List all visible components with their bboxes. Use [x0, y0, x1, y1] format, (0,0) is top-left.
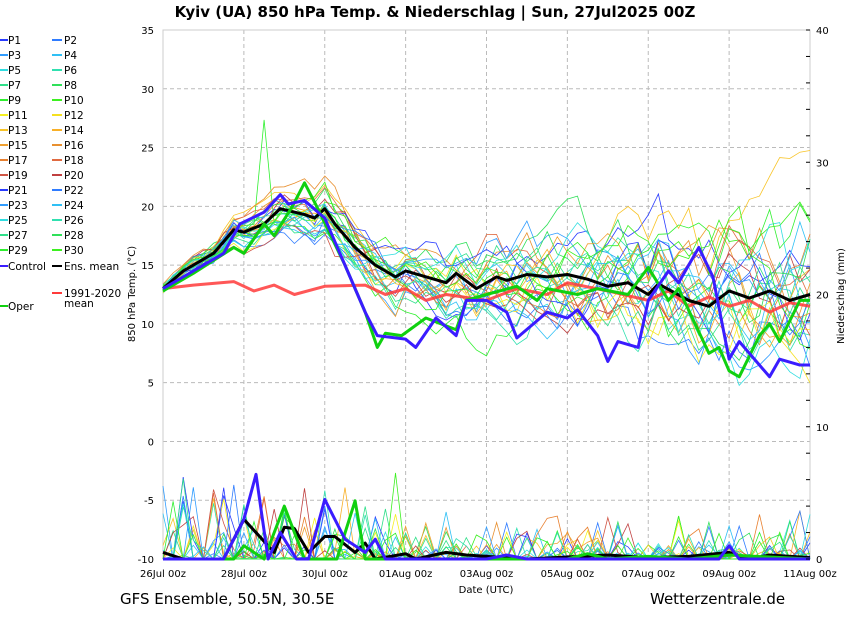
legend-label-p22: P22	[64, 185, 84, 197]
y-tick-label: 15	[141, 261, 154, 272]
legend-label-p17: P17	[8, 155, 28, 167]
legend-label-p14: P14	[64, 125, 84, 137]
y-tick-label-right: 20	[816, 291, 829, 302]
y-axis-label-right: Niederschlag (mm)	[836, 248, 847, 344]
x-tick-label: 07Aug 00z	[622, 569, 675, 580]
y-tick-label: 10	[141, 320, 154, 331]
legend-label-p1: P1	[8, 35, 21, 47]
legend-label-p18: P18	[64, 155, 84, 167]
x-tick-label: 11Aug 00z	[783, 569, 836, 580]
temp-line-ens-mean	[162, 207, 811, 308]
y-tick-label: 20	[141, 202, 154, 213]
member-temp-line-p4	[162, 214, 811, 324]
y-tick-label: 0	[148, 437, 154, 448]
x-tick-label: 03Aug 00z	[460, 569, 513, 580]
footer-model-location: GFS Ensemble, 50.5N, 30.5E	[120, 590, 334, 608]
member-temp-line-p19	[162, 224, 811, 336]
y-tick-label-right: 10	[816, 423, 829, 434]
y-tick-label: 5	[148, 379, 154, 390]
main-series	[162, 181, 811, 561]
legend-label-p23: P23	[8, 200, 28, 212]
y-tick-label-right: 0	[816, 555, 822, 566]
y-tick-label-right: 40	[816, 26, 829, 37]
legend-label-p25: P25	[8, 215, 28, 227]
temp-line-oper	[162, 181, 810, 379]
y-tick-label: 35	[141, 26, 154, 37]
legend-label-p10: P10	[64, 95, 84, 107]
legend-label-p4: P4	[64, 50, 77, 62]
member-temp-line-p17	[162, 199, 811, 346]
legend-label-p24: P24	[64, 200, 84, 212]
chart-title: Kyiv (UA) 850 hPa Temp. & Niederschlag |…	[175, 3, 696, 22]
legend-label-climate-1: 1991-2020	[64, 288, 121, 300]
member-temp-line-p30	[162, 181, 811, 350]
legend-label-p19: P19	[8, 170, 28, 182]
member-temp-line-p16	[162, 175, 811, 318]
legend-label-p30: P30	[64, 245, 84, 257]
legend-label-p16: P16	[64, 140, 84, 152]
temp-line-control	[162, 193, 810, 379]
member-temp-line-p20	[162, 194, 811, 334]
legend-label-p15: P15	[8, 140, 28, 152]
legend-label-p11: P11	[8, 110, 28, 122]
precip-line-control	[163, 472, 810, 561]
legend-label-p21: P21	[8, 185, 28, 197]
x-tick-label: 01Aug 00z	[379, 569, 432, 580]
legend-label-p20: P20	[64, 170, 84, 182]
x-tick-label: 30Jul 00z	[302, 569, 348, 580]
x-tick-label: 28Jul 00z	[221, 569, 267, 580]
legend-label-oper: Oper	[8, 301, 34, 313]
y-tick-label-right: 30	[816, 158, 829, 169]
legend-label-p5: P5	[8, 65, 21, 77]
footer-source: Wetterzentrale.de	[650, 590, 785, 608]
legend-label-p29: P29	[8, 245, 28, 257]
legend-label-control: Control	[8, 261, 46, 273]
temp-line-1991-2020-mean	[162, 280, 811, 314]
legend-label-p2: P2	[64, 35, 77, 47]
legend-label-p27: P27	[8, 230, 28, 242]
legend-label-p26: P26	[64, 215, 84, 227]
legend-label-p8: P8	[64, 80, 77, 92]
x-axis-label: Date (UTC)	[459, 585, 514, 596]
member-temp-line-p29	[162, 202, 811, 311]
y-axis-label: 850 hPa Temp. (°C)	[127, 246, 138, 342]
legend-label-p7: P7	[8, 80, 21, 92]
legend-label-p6: P6	[64, 65, 77, 77]
legend-label-p12: P12	[64, 110, 84, 122]
y-tick-label: -10	[138, 555, 154, 566]
y-tick-label: 30	[141, 85, 154, 96]
legend-label-p13: P13	[8, 125, 28, 137]
member-temp-line-p9	[162, 119, 811, 357]
y-tick-label: -5	[144, 496, 154, 507]
x-tick-label: 26Jul 00z	[140, 569, 186, 580]
legend-label-climate-2: mean	[64, 298, 94, 310]
legend-label-p9: P9	[8, 95, 21, 107]
x-tick-label: 09Aug 00z	[702, 569, 755, 580]
y-tick-label: 25	[141, 144, 154, 155]
legend: Control Ens. mean 1991-2020 mean Oper P1…	[0, 35, 121, 313]
legend-label-ens-mean: Ens. mean	[64, 261, 119, 273]
x-tick-label: 05Aug 00z	[541, 569, 594, 580]
axes: 26Jul 00z 28Jul 00z 30Jul 00z 01Aug 00z 03Au…	[138, 26, 837, 580]
legend-label-p3: P3	[8, 50, 21, 62]
legend-label-p28: P28	[64, 230, 84, 242]
member-temp-line-p8	[162, 187, 811, 361]
